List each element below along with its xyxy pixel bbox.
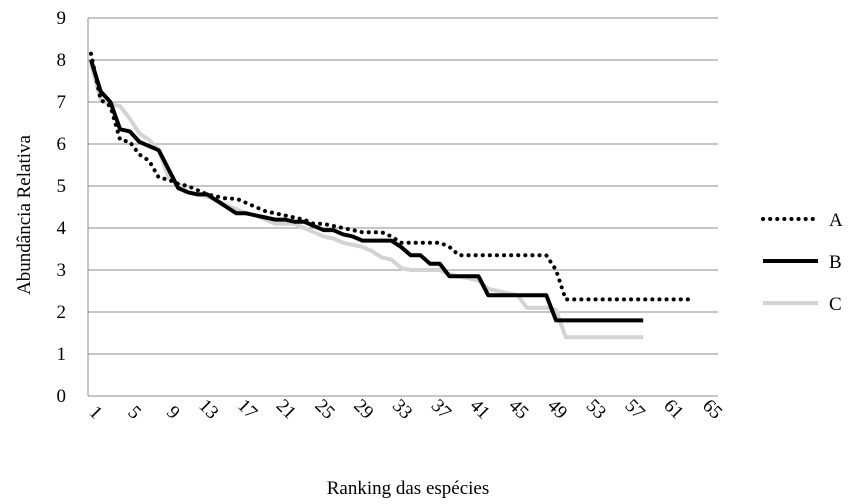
series-lines	[89, 51, 694, 340]
x-tick-label: 53	[582, 395, 610, 423]
x-tick-label: 33	[388, 395, 416, 423]
x-tick-labels: 1 5 9 13 17 21 25 29 33 37 41 45 49 53 57 61 65	[85, 395, 727, 423]
y-tick-labels: 0 1 2 3 4 5 6 7 8 9	[57, 8, 67, 407]
x-tick-label: 21	[272, 395, 300, 423]
y-tick-label: 2	[57, 302, 67, 323]
grid-lines	[88, 17, 718, 397]
x-tick-label: 13	[194, 395, 222, 423]
y-axis-label: Abundância Relativa	[14, 135, 35, 295]
y-tick-label: 6	[57, 134, 67, 155]
x-tick-label: 25	[311, 395, 339, 423]
legend-label-B: B	[829, 252, 842, 273]
legend-label-C: C	[829, 294, 842, 315]
x-tick-label: 9	[162, 402, 184, 424]
y-tick-label: 7	[57, 92, 67, 113]
y-tick-label: 0	[57, 386, 67, 407]
x-tick-label: 45	[504, 395, 532, 423]
legend-label-A: A	[829, 210, 843, 231]
y-tick-label: 4	[57, 218, 67, 239]
y-tick-label: 8	[57, 50, 67, 71]
x-tick-label: 49	[543, 395, 571, 423]
y-tick-label: 5	[57, 176, 67, 197]
series-line-C	[89, 63, 644, 340]
x-tick-label: 65	[698, 395, 726, 423]
y-tick-label: 1	[57, 344, 67, 365]
x-tick-label: 1	[85, 402, 107, 424]
x-tick-label: 29	[349, 395, 377, 423]
x-tick-label: 17	[233, 395, 261, 423]
x-tick-label: 41	[466, 395, 494, 423]
x-tick-label: 61	[659, 395, 687, 423]
y-tick-label: 3	[57, 260, 67, 281]
x-axis-label: Ranking das espécies	[327, 478, 490, 499]
series-line-B	[89, 59, 644, 323]
legend: ABC	[761, 210, 843, 315]
x-tick-label: 5	[123, 402, 145, 424]
x-tick-label: 37	[427, 395, 455, 423]
x-tick-label: 57	[621, 395, 649, 423]
y-tick-label: 9	[57, 8, 67, 29]
series-line-A	[89, 51, 694, 302]
